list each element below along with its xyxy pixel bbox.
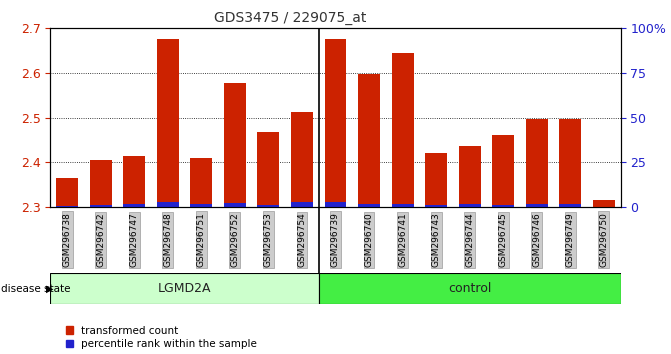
Text: GSM296740: GSM296740 [364,212,374,267]
Text: GSM296746: GSM296746 [532,212,541,267]
Text: GSM296739: GSM296739 [331,212,340,267]
Bar [593,206,615,207]
Bar [593,200,615,207]
Bar [319,273,621,304]
Bar [560,119,581,207]
Bar [157,202,178,207]
Text: GDS3475 / 229075_at: GDS3475 / 229075_at [213,11,366,25]
Text: GSM296753: GSM296753 [264,212,273,267]
Text: GSM296748: GSM296748 [163,212,172,267]
Text: GSM296743: GSM296743 [431,212,441,267]
Text: GSM296754: GSM296754 [297,212,307,267]
Bar [123,204,145,207]
Bar [123,156,145,207]
Text: GSM296745: GSM296745 [499,212,508,267]
Bar [191,158,212,207]
Text: GSM296750: GSM296750 [599,212,609,267]
Bar [425,153,447,207]
Bar [493,135,514,207]
Bar [291,112,313,207]
Bar [90,160,111,207]
Bar [56,178,78,207]
Text: LGMD2A: LGMD2A [158,282,211,295]
Bar [157,40,178,207]
Bar [325,40,346,207]
Bar [191,204,212,207]
Bar [493,205,514,207]
Bar [392,53,413,207]
Text: GSM296752: GSM296752 [230,212,240,267]
Bar [291,202,313,207]
Text: disease state: disease state [1,284,71,293]
Text: GSM296751: GSM296751 [197,212,206,267]
Text: GSM296742: GSM296742 [96,212,105,267]
Text: GSM296741: GSM296741 [398,212,407,267]
Text: GSM296744: GSM296744 [465,212,474,267]
Bar [224,83,246,207]
Bar [425,205,447,207]
Bar [459,204,480,207]
Bar [258,205,279,207]
Text: control: control [448,282,491,295]
Bar [358,74,380,207]
Text: GSM296747: GSM296747 [130,212,139,267]
Bar [392,204,413,207]
Text: GSM296749: GSM296749 [566,212,575,267]
Bar [50,273,319,304]
Bar [459,146,480,207]
Bar [560,204,581,207]
Bar [358,204,380,207]
Bar [56,206,78,207]
Bar [526,119,548,207]
Bar [90,205,111,207]
Legend: transformed count, percentile rank within the sample: transformed count, percentile rank withi… [66,326,257,349]
Bar [224,203,246,207]
Bar [325,202,346,207]
Bar [526,204,548,207]
Bar [258,132,279,207]
Text: ▶: ▶ [46,284,53,293]
Text: GSM296738: GSM296738 [62,212,72,267]
